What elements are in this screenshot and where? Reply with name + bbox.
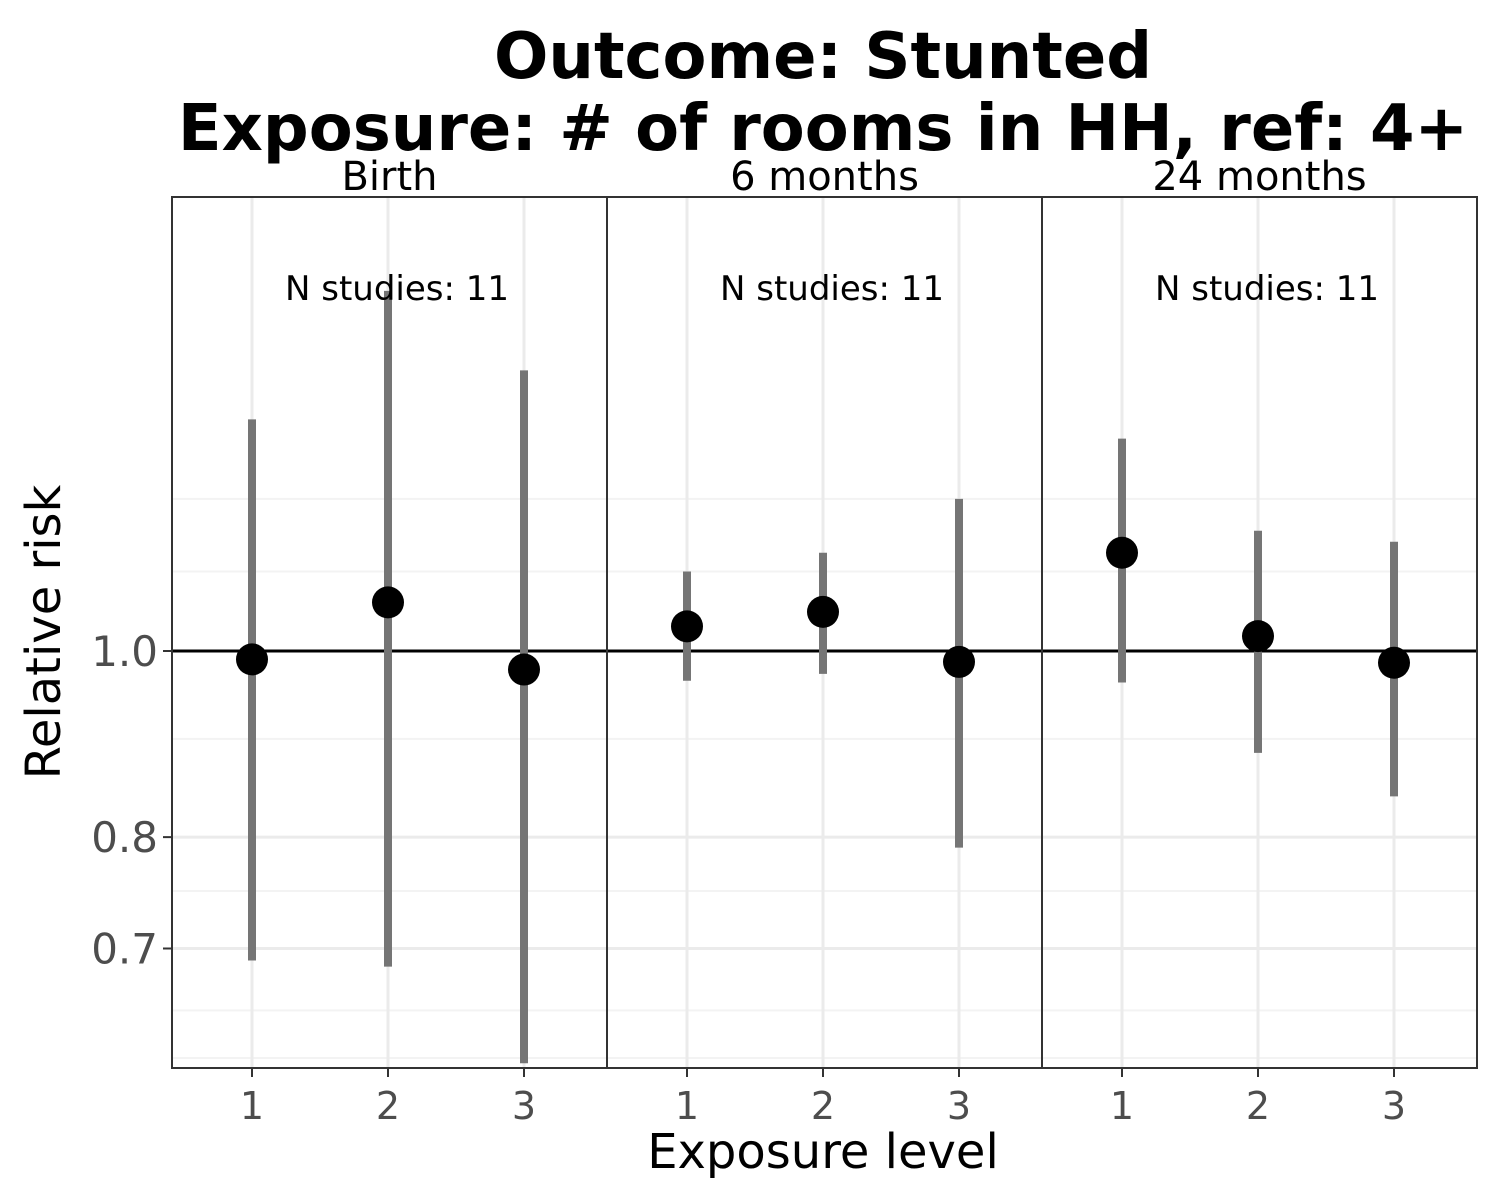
data-point [671, 610, 703, 643]
data-point [1242, 620, 1274, 653]
panel-strip-label: Birth [341, 154, 437, 200]
y-tick-label: 0.7 [91, 925, 158, 974]
data-point [807, 595, 839, 628]
y-axis: 0.7 0.8 1.0 [91, 627, 172, 974]
x-tick-label: 1 [675, 1084, 699, 1128]
x-tick-label: 1 [1110, 1084, 1134, 1128]
chart-title-line-2: Exposure: # of rooms in HH, ref: 4+ [178, 92, 1468, 166]
x-tick-label: 3 [512, 1084, 536, 1128]
data-point [943, 645, 975, 678]
panel-annotation: N studies: 11 [285, 269, 509, 309]
x-tick-label: 2 [376, 1084, 400, 1128]
panel-strip-label: 6 months [730, 154, 919, 200]
facet-panels: N studies: 11 Birth 1 2 3 N studies: 11 6 mont… [171, 154, 1478, 1128]
data-point [1106, 536, 1138, 569]
chart-title-line-1: Outcome: Stunted [494, 20, 1152, 94]
panel-annotation: N studies: 11 [1155, 269, 1379, 309]
data-point [236, 643, 268, 676]
x-tick-label: 2 [811, 1084, 835, 1128]
y-tick-label: 1.0 [91, 627, 158, 676]
y-axis-label: Relative risk [16, 484, 72, 779]
data-point [508, 653, 540, 686]
data-point [372, 586, 404, 619]
x-tick-label: 3 [947, 1084, 971, 1128]
x-tick-label: 2 [1246, 1084, 1270, 1128]
facet-panel-2: N studies: 11 6 months 1 2 3 [606, 154, 1043, 1128]
x-tick-label: 3 [1382, 1084, 1406, 1128]
y-tick-label: 0.8 [91, 813, 158, 862]
x-axis-label: Exposure level [647, 1124, 999, 1180]
data-point [1378, 646, 1410, 679]
facet-panel-3: N studies: 11 24 months 1 2 3 [1041, 154, 1478, 1128]
panel-border [1041, 196, 1478, 1069]
panel-annotation: N studies: 11 [720, 269, 944, 309]
x-tick-label: 1 [240, 1084, 264, 1128]
panel-strip-label: 24 months [1152, 154, 1366, 200]
